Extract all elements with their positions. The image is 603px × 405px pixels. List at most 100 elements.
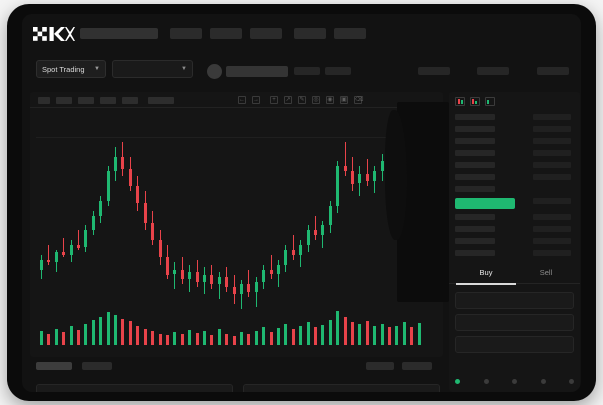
nav-item-search[interactable] <box>80 28 158 39</box>
order-total-input[interactable] <box>455 336 574 353</box>
bid-price-4 <box>455 250 495 256</box>
trendline-icon[interactable]: ↗ <box>284 96 292 104</box>
volume-bar <box>114 314 117 345</box>
order-price-input[interactable] <box>455 292 574 309</box>
amount-percent-slider[interactable] <box>455 377 574 385</box>
stat-high <box>325 67 351 75</box>
sidebar-item-3[interactable] <box>250 28 282 39</box>
orderbook-asks-icon[interactable] <box>485 97 495 106</box>
volume-histogram <box>30 305 443 345</box>
candle <box>143 109 147 327</box>
sidebar-item-1[interactable] <box>170 28 202 39</box>
undo-icon[interactable]: ← <box>238 96 246 104</box>
chart-timeframe-4[interactable] <box>100 97 116 104</box>
redo-icon[interactable]: → <box>252 96 260 104</box>
magnet-icon[interactable]: ◎ <box>312 96 320 104</box>
lock-icon[interactable]: ▣ <box>340 96 348 104</box>
chart-timeframe-5[interactable] <box>122 97 138 104</box>
slider-dot-4[interactable] <box>569 378 574 384</box>
stat-volume <box>477 67 509 75</box>
volume-bar <box>395 325 399 345</box>
screen-occlusion-shadow <box>385 102 449 302</box>
candle <box>269 109 273 327</box>
slider-dot-2[interactable] <box>512 378 517 384</box>
bid-amount-1 <box>533 214 571 220</box>
trading-pair-select[interactable]: ▼ <box>112 60 193 78</box>
candle <box>299 109 303 327</box>
chart-toolbar: ← → + ↗ ✎ ◎ ◉ ▣ ⌫ <box>30 92 443 108</box>
volume-bar <box>417 323 421 345</box>
eye-icon[interactable]: ◉ <box>326 96 334 104</box>
candle <box>202 109 206 327</box>
candle <box>262 109 266 327</box>
volume-bar <box>284 324 288 345</box>
ask-price-6 <box>455 174 495 180</box>
crosshair-icon[interactable]: + <box>270 96 278 104</box>
order-book-panel[interactable]: Buy Sell <box>449 92 580 392</box>
ask-price-3 <box>455 138 495 144</box>
ask-price-1 <box>455 114 495 120</box>
ask-price-5 <box>455 162 495 168</box>
price-chart-panel[interactable]: ← → + ↗ ✎ ◎ ◉ ▣ ⌫ <box>30 92 443 357</box>
market-toolbar: Spot Trading ▼ ▼ <box>22 54 581 88</box>
volume-bar <box>306 322 310 345</box>
tab-order-history[interactable] <box>82 362 112 370</box>
stat-turnover <box>537 67 569 75</box>
chart-timeframe-3[interactable] <box>78 97 94 104</box>
ask-price-2 <box>455 126 495 132</box>
sidebar-item-4[interactable] <box>294 28 326 39</box>
orderbook-bids-icon[interactable] <box>470 97 480 106</box>
chart-timeframe-2[interactable] <box>56 97 72 104</box>
slider-dot-0[interactable] <box>455 378 460 384</box>
orders-tabs-right <box>366 362 432 370</box>
tab-open-orders[interactable] <box>36 362 72 370</box>
slider-dot-1[interactable] <box>483 378 489 384</box>
candle <box>77 109 80 327</box>
order-card-1[interactable] <box>36 384 233 392</box>
volume-bar <box>77 329 80 345</box>
coin-avatar-icon <box>207 64 222 79</box>
volume-bar <box>62 332 66 345</box>
ask-amount-5 <box>533 162 571 168</box>
tab-assets[interactable] <box>366 362 394 370</box>
slider-dot-3[interactable] <box>540 378 546 384</box>
volume-bar <box>217 329 221 345</box>
candle <box>284 109 288 327</box>
volume-bar <box>40 331 43 345</box>
market-type-select[interactable]: Spot Trading ▼ <box>36 60 106 78</box>
ask-amount-6 <box>533 174 571 180</box>
volume-bar <box>47 333 51 345</box>
candle <box>40 109 43 327</box>
tablet-frame: Spot Trading ▼ ▼ <box>7 4 596 401</box>
candlestick-chart[interactable] <box>30 109 443 327</box>
candle <box>173 109 177 327</box>
order-card-2[interactable] <box>243 384 440 392</box>
volume-bar <box>336 311 340 345</box>
volume-bar <box>173 332 177 345</box>
tab-buy[interactable]: Buy <box>479 268 493 277</box>
volume-bar <box>225 333 229 345</box>
volume-bar <box>54 328 58 345</box>
candle <box>232 109 236 327</box>
sidebar-item-2[interactable] <box>210 28 242 39</box>
volume-bar <box>128 321 132 345</box>
order-amount-input[interactable] <box>455 314 574 331</box>
volume-bar <box>247 334 251 345</box>
brush-icon[interactable]: ✎ <box>298 96 306 104</box>
volume-bar <box>380 323 384 345</box>
chart-timeframe-1[interactable] <box>38 97 50 104</box>
volume-bar <box>232 336 236 345</box>
volume-bar <box>180 334 184 345</box>
tab-positions[interactable] <box>402 362 432 370</box>
trash-icon[interactable]: ⌫ <box>354 96 364 104</box>
bid-amount-2 <box>533 226 571 232</box>
okx-logo-icon[interactable] <box>33 27 75 41</box>
volume-bar <box>291 329 295 345</box>
orderbook-both-icon[interactable] <box>455 97 465 106</box>
sidebar-item-5[interactable] <box>334 28 366 39</box>
chart-indicator-button[interactable] <box>148 97 174 104</box>
candle <box>121 109 125 327</box>
buy-sell-tabs: Buy Sell <box>449 264 580 285</box>
volume-bar <box>99 317 103 345</box>
tab-sell[interactable]: Sell <box>539 268 553 277</box>
